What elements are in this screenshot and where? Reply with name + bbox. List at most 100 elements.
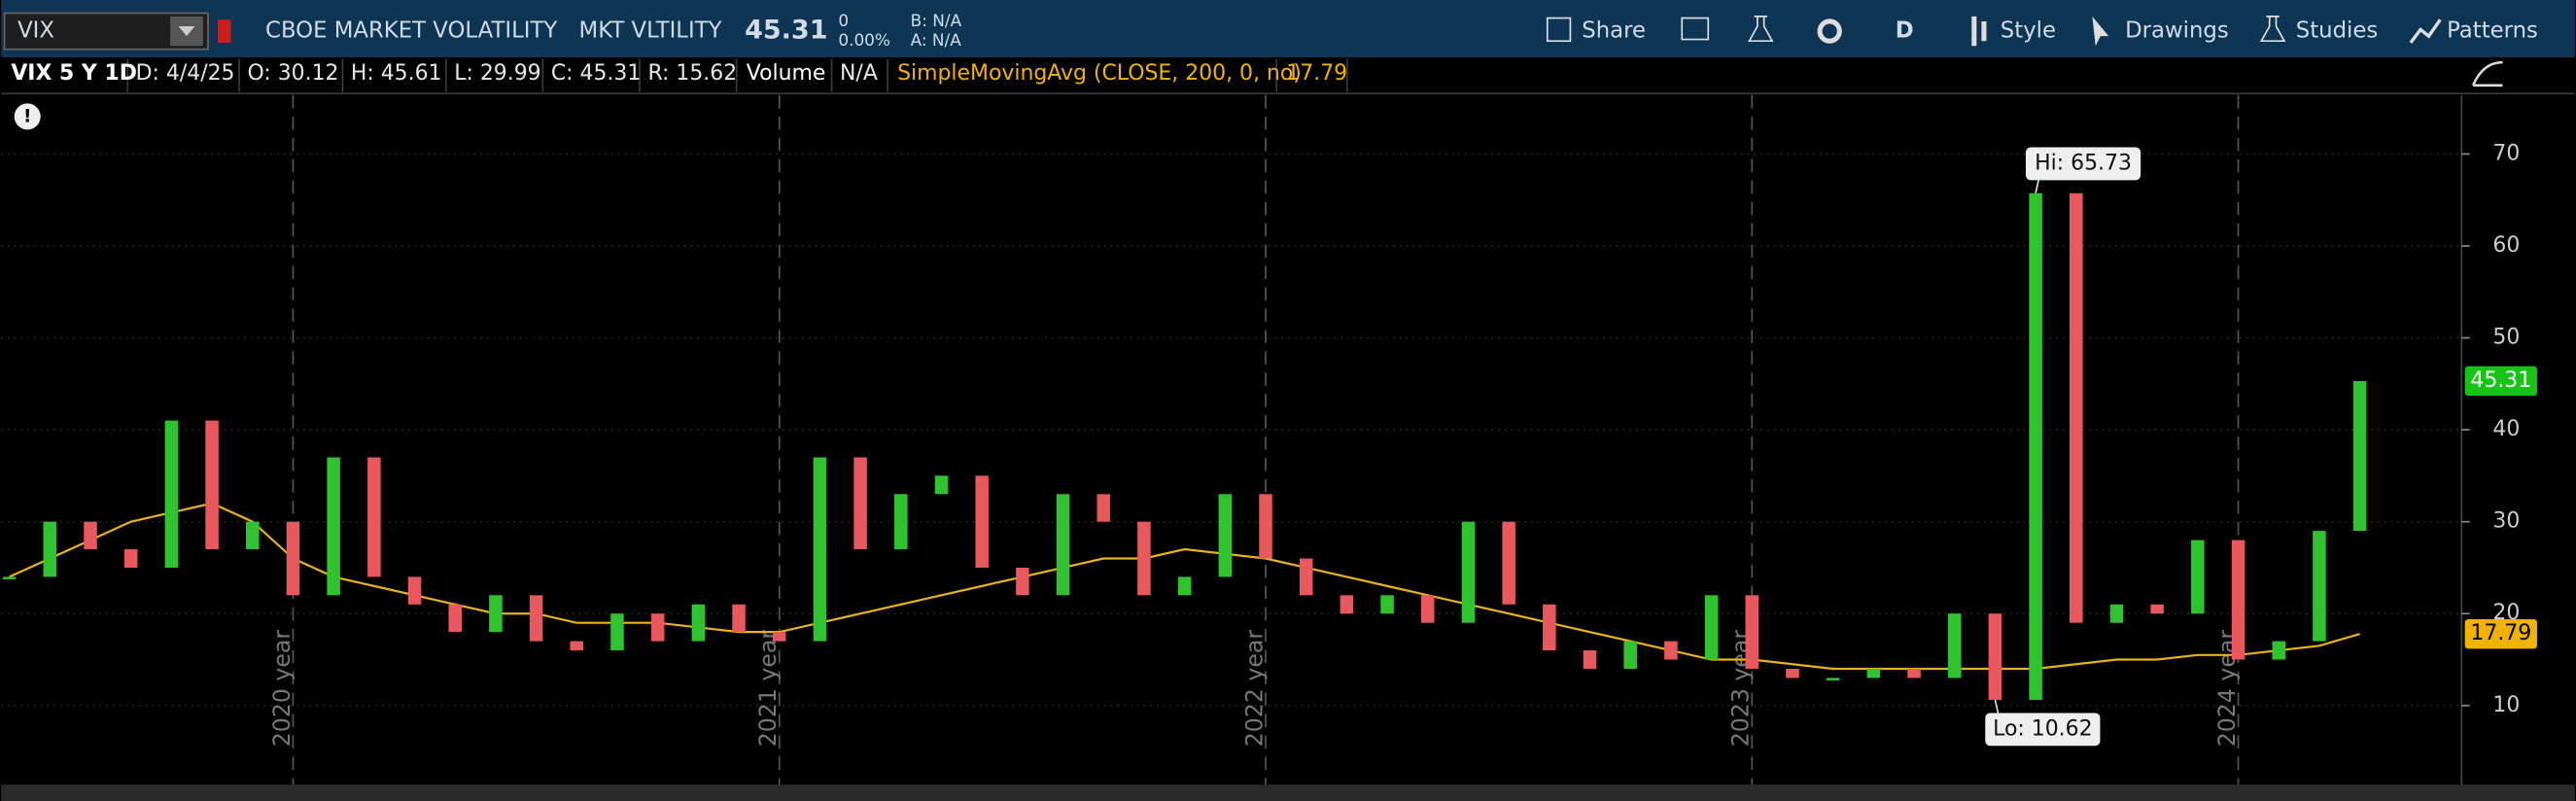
candle [1664, 641, 1678, 660]
header-volume: Volume [747, 61, 826, 86]
candle [1583, 650, 1597, 669]
icon-button[interactable] [1748, 16, 1774, 43]
candle [2313, 531, 2326, 642]
header-volume-value: N/A [840, 61, 878, 86]
settings-button[interactable] [1817, 18, 1842, 44]
y-tick-label: 60 [2492, 233, 2520, 258]
x-tick-label: 2020 year [268, 630, 296, 748]
price-tag [2464, 366, 2537, 397]
annotation: Hi: 65.73 [2035, 151, 2132, 175]
toolbar-button[interactable]: Style [2001, 18, 2056, 44]
icon-button[interactable] [1681, 17, 1710, 41]
candle [813, 457, 827, 642]
candle [2231, 540, 2245, 660]
candle [934, 475, 949, 495]
candle [650, 613, 665, 642]
y-tick-label: 50 [2492, 326, 2520, 350]
header-open: O: 30.12 [247, 61, 338, 86]
candle [1502, 521, 1515, 605]
annotation-box [1985, 713, 2101, 747]
candle [2191, 540, 2205, 614]
toolbar [1, 0, 2575, 58]
candle [1421, 595, 1435, 623]
candle [2029, 192, 2042, 700]
dropdown-arrow [178, 26, 195, 37]
x-tick-label: 2021 year [754, 630, 782, 748]
description: CBOE MARKET VOLATILITY [265, 18, 557, 44]
candle [529, 595, 543, 642]
x-tick-label: 2022 year [1240, 630, 1268, 748]
candle [489, 595, 503, 633]
candle [286, 521, 300, 596]
candle [1704, 595, 1719, 660]
share-icon [1546, 17, 1572, 43]
candle [1016, 567, 1029, 596]
candle [1907, 668, 1921, 679]
candle [1461, 521, 1476, 623]
candle [246, 521, 260, 550]
candle [367, 457, 381, 577]
candle [1177, 576, 1192, 596]
candle [1543, 604, 1556, 651]
candle [164, 420, 179, 568]
candle [123, 549, 138, 568]
y-tick-label: 70 [2492, 141, 2520, 165]
toolbar-button[interactable]: Share [1582, 18, 1646, 44]
candle [1988, 613, 2002, 700]
y-tick-label: 40 [2492, 417, 2520, 441]
price-tag-label: 45.31 [2470, 368, 2531, 393]
candle [2272, 641, 2285, 660]
study-name: SimpleMovingAvg (CLOSE, 200, 0, no) [897, 61, 1302, 86]
header-dividers [1, 58, 2575, 95]
toolbar-button[interactable]: Patterns [2447, 18, 2538, 44]
candle [2150, 604, 2164, 614]
drawings-icon [2092, 16, 2109, 47]
candle [1218, 494, 1233, 577]
candle [732, 604, 746, 633]
bid: B: N/A [911, 11, 962, 30]
candle [691, 604, 706, 642]
studies-icon [2259, 16, 2286, 43]
candle [1259, 494, 1272, 559]
scrollbar[interactable] [1, 784, 2575, 801]
candle [1340, 595, 1354, 614]
study-value: 17.79 [1286, 61, 1347, 86]
expand-icon[interactable] [2471, 60, 2503, 87]
candle [570, 641, 584, 651]
candle [1623, 641, 1637, 669]
y-tick-label: 10 [2492, 693, 2520, 717]
candle [448, 604, 462, 633]
candle [1137, 521, 1151, 596]
annotation-box [2025, 147, 2141, 181]
header-close: C: 45.31 [551, 61, 642, 86]
change-pct: 0.00% [838, 30, 890, 50]
candle [1097, 494, 1110, 522]
candle [205, 420, 219, 550]
info-icon[interactable] [14, 103, 41, 130]
candle [1826, 678, 1840, 680]
period-button[interactable]: D [1896, 18, 1914, 44]
toolbar-button[interactable]: Studies [2296, 18, 2379, 44]
candle [1299, 558, 1313, 596]
moving-average-line [9, 502, 2360, 671]
ask: A: N/A [911, 30, 962, 50]
header-row [1, 57, 2575, 94]
candle [407, 576, 422, 605]
annotation: Lo: 10.62 [1993, 716, 2092, 741]
info-icon-mark: ! [23, 106, 31, 126]
candle [894, 494, 908, 550]
candle [1056, 494, 1070, 596]
candle [975, 475, 989, 568]
candle [1745, 595, 1759, 669]
short-name: MKT VLTILITY [579, 18, 722, 44]
candle [610, 613, 624, 651]
candle [1786, 668, 1799, 679]
alert-flag [218, 19, 231, 43]
candle [2352, 380, 2367, 532]
symbol: VIX [17, 18, 54, 44]
toolbar-button[interactable]: Drawings [2125, 18, 2229, 44]
last-price: 45.31 [745, 16, 827, 46]
